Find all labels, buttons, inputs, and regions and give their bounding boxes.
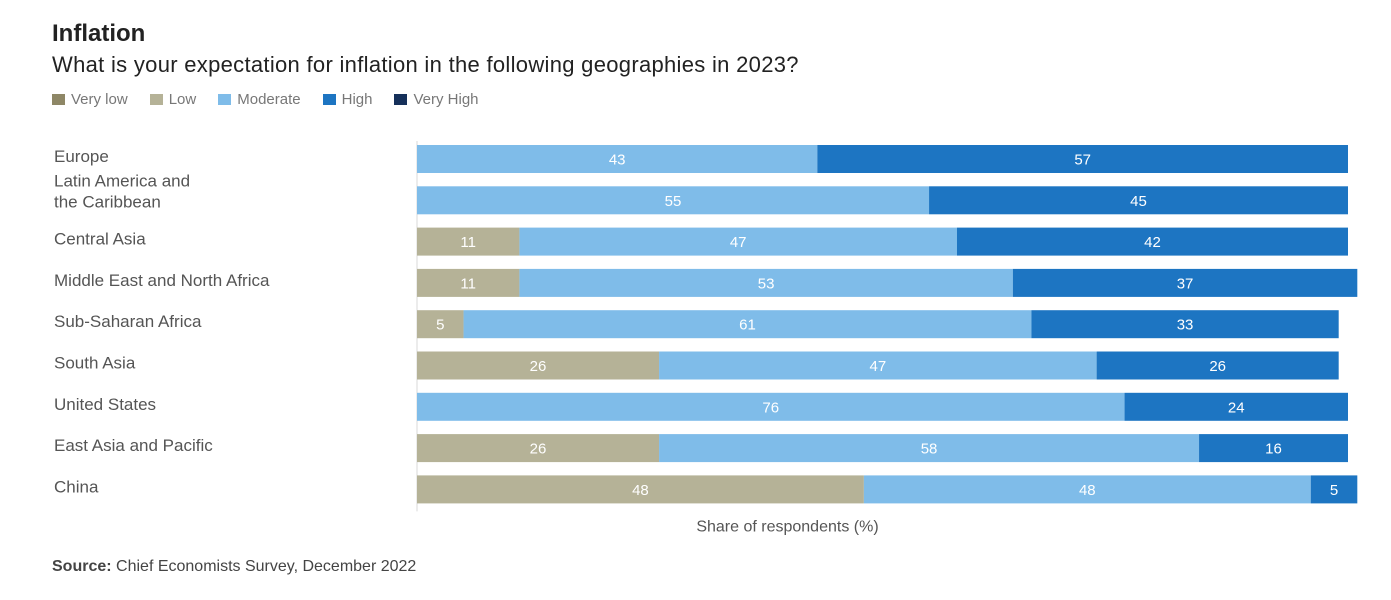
bar-segment-high xyxy=(817,145,1348,173)
category-label: South Asia xyxy=(54,354,136,373)
legend-item-high: High xyxy=(322,91,373,108)
legend-item-moderate: Moderate xyxy=(218,91,301,108)
legend-label: High xyxy=(341,91,373,108)
bar-segment-moderate xyxy=(519,227,957,256)
bar-segment-moderate xyxy=(659,434,1200,463)
source-text: Chief Economists Survey, December 2022 xyxy=(116,558,417,575)
data-label: 16 xyxy=(1265,441,1282,458)
bar-segment-moderate xyxy=(463,310,1032,339)
data-label: 57 xyxy=(1074,152,1091,169)
legend-swatch xyxy=(394,94,408,105)
legend-swatch xyxy=(322,94,336,105)
chart-subtitle: What is your expectation for inflation i… xyxy=(52,52,799,77)
category-label: Sub-Saharan Africa xyxy=(54,312,202,331)
category-label: Latin America and xyxy=(54,171,190,190)
legend-item-very-low: Very low xyxy=(52,91,128,108)
data-label: 47 xyxy=(870,358,887,375)
bar-segment-high xyxy=(1031,310,1339,339)
bar-segment-high xyxy=(1096,351,1339,380)
data-label: 24 xyxy=(1228,399,1245,416)
source-label: Source: xyxy=(52,558,112,575)
legend-swatch xyxy=(149,94,163,105)
bar-segment-low xyxy=(417,475,864,504)
bar-segment-high xyxy=(1012,268,1358,297)
bar-segment-high xyxy=(1199,434,1348,463)
data-label: 37 xyxy=(1177,275,1194,292)
category-label: Europe xyxy=(54,147,109,166)
data-label: 53 xyxy=(758,275,775,292)
bar-segment-moderate xyxy=(659,351,1097,380)
category-label: East Asia and Pacific xyxy=(54,436,213,455)
data-label: 55 xyxy=(665,193,682,210)
bar-segment-moderate xyxy=(519,268,1013,297)
bar-segment-low xyxy=(417,434,660,463)
data-label: 48 xyxy=(1079,482,1096,499)
legend-item-low: Low xyxy=(149,91,197,108)
data-label: 45 xyxy=(1130,193,1147,210)
data-label: 61 xyxy=(739,317,756,334)
data-label: 43 xyxy=(609,152,626,169)
bar-segment-low xyxy=(417,268,520,297)
bar-segment-moderate xyxy=(417,392,1125,421)
legend-label: Very High xyxy=(413,91,479,108)
category-label: Middle East and North Africa xyxy=(54,271,270,290)
category-label: Central Asia xyxy=(54,230,146,249)
legend-swatch xyxy=(218,94,232,105)
legend-label: Moderate xyxy=(237,91,301,108)
legend-label: Low xyxy=(168,91,197,108)
data-label: 58 xyxy=(921,441,938,458)
data-label: 26 xyxy=(1209,358,1226,375)
data-label: 48 xyxy=(632,482,649,499)
bar-segment-high xyxy=(929,186,1348,215)
bar-segment-low xyxy=(417,310,464,339)
data-label: 26 xyxy=(530,441,547,458)
bar-segment-low xyxy=(417,351,660,380)
category-label: the Caribbean xyxy=(54,192,161,211)
legend-swatch xyxy=(52,94,65,105)
category-label: China xyxy=(54,477,99,496)
legend-item-very-high: Very High xyxy=(394,91,479,108)
bar-segment-high xyxy=(956,227,1348,256)
data-label: 5 xyxy=(436,317,444,334)
data-label: 47 xyxy=(730,234,747,251)
chart-title: Inflation xyxy=(52,20,146,47)
data-label: 33 xyxy=(1177,317,1194,334)
data-label: 11 xyxy=(460,234,476,251)
category-label: United States xyxy=(54,395,156,414)
chart-legend: Very low Low Moderate High Very High xyxy=(52,91,479,108)
legend-label: Very low xyxy=(71,91,128,108)
data-label: 5 xyxy=(1330,482,1338,499)
bar-segment-moderate xyxy=(417,145,818,173)
data-label: 26 xyxy=(530,358,547,375)
data-label: 76 xyxy=(762,399,779,416)
x-axis-label: Share of respondents (%) xyxy=(696,518,878,535)
source-note: Source: Chief Economists Survey, Decembe… xyxy=(52,558,416,576)
data-label: 42 xyxy=(1144,234,1161,251)
bar-segment-moderate xyxy=(863,475,1311,504)
bar-segment-low xyxy=(417,227,520,256)
data-label: 11 xyxy=(460,275,476,292)
bar-segment-high xyxy=(1124,392,1348,421)
bar-segment-moderate xyxy=(417,186,930,215)
bar-segment-high xyxy=(1310,475,1358,504)
